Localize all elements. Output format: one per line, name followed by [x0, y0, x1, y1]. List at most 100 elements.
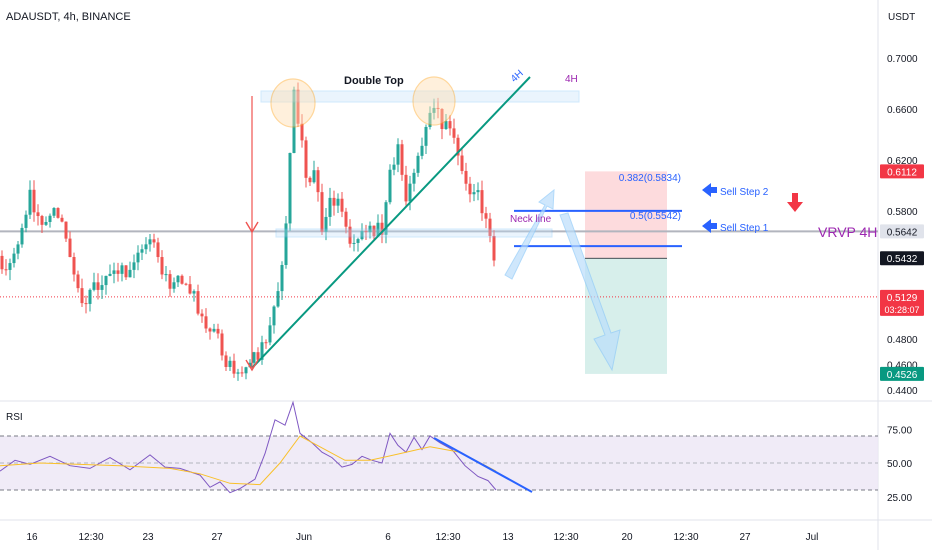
candle-body: [112, 270, 116, 274]
candle-body: [76, 274, 80, 289]
candle-body: [372, 225, 376, 237]
neckline-label[interactable]: Neck line: [510, 214, 552, 225]
candle-body: [224, 355, 228, 367]
stop-zone: [585, 171, 667, 259]
candle-body: [488, 218, 492, 236]
candle-body: [276, 291, 280, 307]
candle-body: [452, 128, 456, 138]
candle-body: [156, 242, 160, 258]
price-tick-label: 0.6600: [887, 105, 918, 116]
candle-body: [44, 221, 48, 225]
fib-05-label[interactable]: 0.5(0.5542): [630, 211, 681, 222]
countdown-label: 03:28:07: [884, 305, 919, 315]
candle-body: [352, 242, 356, 244]
sell-step-1-label[interactable]: Sell Step 1: [720, 223, 769, 234]
candle-body: [284, 223, 288, 266]
price-tag-bg: [880, 289, 924, 316]
price-tick-label: 0.5800: [887, 207, 918, 218]
time-tick-label: 6: [385, 532, 391, 543]
candle-body: [36, 212, 40, 217]
candle-body: [424, 126, 428, 146]
candle-body: [280, 265, 284, 292]
candle-body: [428, 112, 432, 127]
time-tick-label: 12:30: [553, 532, 578, 543]
candle-body: [216, 328, 220, 334]
candle-body: [192, 291, 196, 294]
candle-body: [124, 265, 128, 278]
candle-body: [320, 192, 324, 232]
candle-body: [180, 275, 184, 284]
candle-body: [348, 226, 352, 244]
rsi-ma-line: [0, 435, 497, 486]
neckline-box[interactable]: [275, 228, 553, 238]
candle-body: [40, 216, 44, 225]
candle-body: [12, 253, 16, 264]
vrvp-label[interactable]: VRVP 4H: [818, 224, 877, 240]
sell-step-2-label[interactable]: Sell Step 2: [720, 187, 769, 198]
target-zone: [585, 258, 667, 374]
candle-body: [52, 208, 56, 216]
candle-body: [412, 172, 416, 184]
candle-body: [244, 367, 248, 374]
drop-arrow-mid-icon: [245, 221, 259, 234]
rsi-title[interactable]: RSI: [6, 412, 23, 423]
candle-body: [128, 269, 132, 278]
candle-body: [440, 108, 444, 130]
candle-body: [104, 275, 108, 286]
double-top-label[interactable]: Double Top: [344, 75, 404, 87]
candle-body: [88, 289, 92, 304]
symbol-title[interactable]: ADAUSDT, 4h, BINANCE: [6, 11, 131, 23]
rsi-trendline[interactable]: [433, 437, 533, 493]
candle-body: [336, 198, 340, 206]
candle-body: [184, 283, 188, 285]
price-tag-label[interactable]: 0.5432: [887, 254, 918, 265]
time-tick-label: 12:30: [673, 532, 698, 543]
time-tick-label: Jun: [296, 532, 312, 543]
candle-body: [56, 208, 60, 218]
candle-body: [252, 352, 256, 363]
candle-body: [296, 89, 300, 124]
candle-body: [72, 257, 76, 275]
rsi-line: [0, 400, 497, 494]
candle-body: [304, 140, 308, 178]
candle-body: [96, 282, 100, 290]
candle-body: [188, 284, 192, 294]
right-top-circle[interactable]: [412, 76, 456, 126]
candle-body: [92, 282, 96, 290]
candle-body: [32, 189, 36, 213]
fib-0382-label[interactable]: 0.382(0.5834): [619, 173, 681, 184]
double-top-box[interactable]: [260, 90, 580, 103]
candle-body: [356, 239, 360, 243]
left-top-circle[interactable]: [270, 78, 316, 128]
candle-body: [344, 211, 348, 227]
price-tag-label[interactable]: 0.5129: [887, 293, 918, 304]
candle-body: [328, 197, 332, 217]
candle-body: [164, 274, 168, 276]
candle-body: [432, 107, 436, 113]
candle-body: [144, 244, 148, 250]
candle-body: [8, 263, 12, 270]
price-tag-label[interactable]: 0.6112: [887, 167, 917, 178]
candle-body: [380, 222, 384, 235]
candle-body: [160, 257, 164, 275]
candle-body: [404, 174, 408, 202]
candle-body: [444, 121, 448, 130]
price-tag-bg: [880, 224, 924, 239]
currency-label: USDT: [888, 12, 915, 23]
candle-body: [376, 222, 380, 237]
candle-body: [456, 137, 460, 156]
price-tag-bg: [880, 164, 924, 179]
candle-body: [492, 235, 496, 261]
candle-body: [268, 325, 272, 343]
timeframe-label-purple[interactable]: 4H: [565, 74, 578, 85]
time-tick-label: 12:30: [78, 532, 103, 543]
time-tick-label: 12:30: [435, 532, 460, 543]
candle-body: [364, 231, 368, 233]
price-tag-label[interactable]: 0.4526: [887, 370, 918, 381]
ascending-trendline[interactable]: [251, 76, 531, 369]
candle-body: [340, 198, 344, 212]
candle-body: [80, 288, 84, 304]
candle-body: [16, 244, 20, 254]
price-tag-label[interactable]: 0.5642: [887, 227, 918, 238]
